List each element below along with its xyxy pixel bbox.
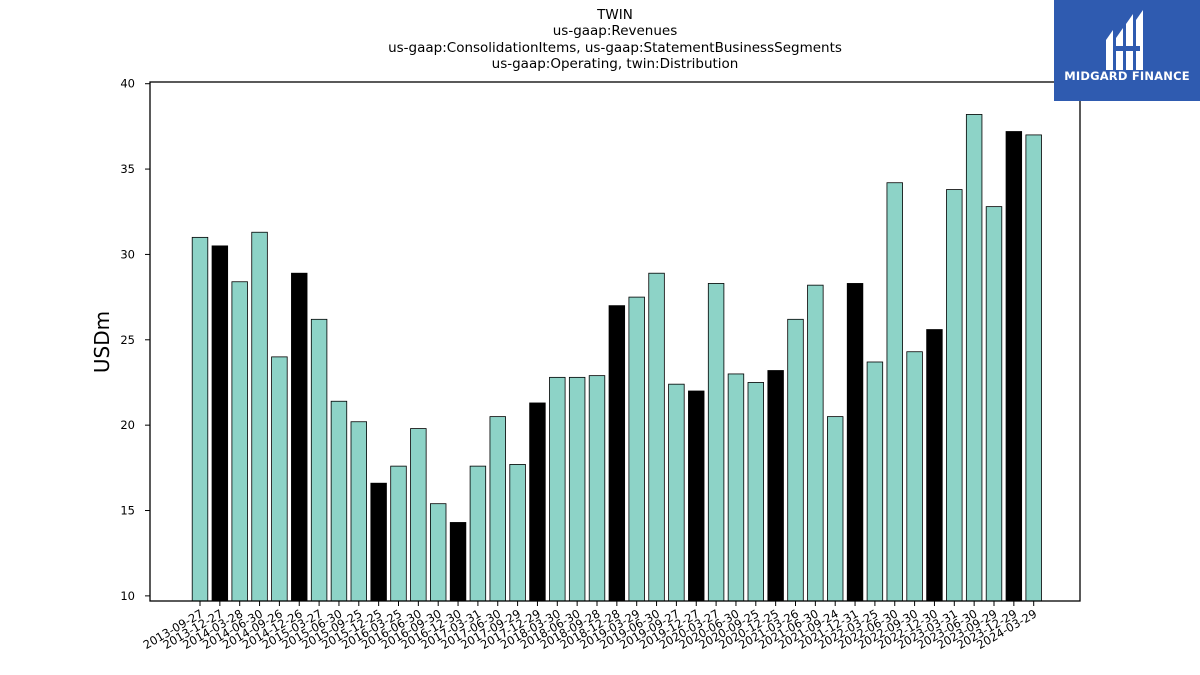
logo-text: MIDGARD FINANCE (1064, 69, 1190, 83)
bar-2014-09-26 (271, 356, 288, 602)
chart-title: TWIN us-gaap:Revenues us-gaap:Consolidat… (150, 7, 1080, 72)
bar-2015-03-27 (310, 318, 328, 602)
bar-2020-12-25 (767, 370, 784, 602)
bar-2017-03-31 (469, 465, 487, 602)
y-tick-label: 20 (120, 418, 135, 432)
y-tick-label: 35 (120, 162, 135, 176)
bar-2023-12-29 (1005, 131, 1023, 602)
title-line-4: us-gaap:Operating, twin:Distribution (491, 55, 739, 72)
bar-2016-03-25 (390, 465, 407, 602)
bar-2017-09-29 (509, 464, 526, 602)
bar-2023-06-30 (965, 114, 983, 602)
bar-2020-03-27 (707, 283, 725, 602)
bar-2018-09-28 (588, 375, 606, 602)
bar-2017-06-30 (489, 416, 506, 602)
bar-2022-12-30 (926, 329, 943, 602)
bar-2016-12-30 (449, 522, 467, 602)
bar-2022-09-30 (906, 351, 923, 602)
bar-2021-09-24 (827, 416, 844, 602)
y-tick-label: 15 (120, 504, 135, 518)
bar-2016-06-30 (410, 428, 427, 602)
bar-2016-09-30 (429, 503, 447, 602)
bar-2020-06-30 (727, 373, 745, 602)
title-line-2: us-gaap:Revenues (552, 23, 678, 40)
bar-2023-03-31 (946, 189, 963, 602)
bar-2018-12-28 (608, 305, 626, 602)
bar-2022-03-25 (866, 361, 884, 602)
plot-frame (149, 81, 1081, 602)
bar-2020-09-25 (747, 382, 765, 602)
bar-2022-06-30 (886, 182, 903, 602)
bar-2019-03-29 (628, 296, 645, 602)
bar-2021-03-26 (787, 318, 804, 602)
bar-2021-12-31 (846, 283, 864, 602)
bar-2018-03-30 (549, 376, 566, 602)
bars-group (191, 114, 1042, 602)
bar-2013-12-27 (211, 245, 229, 602)
title-line-1: TWIN (597, 7, 633, 23)
bar-2015-06-30 (330, 400, 348, 602)
bar-2015-12-25 (370, 482, 387, 602)
y-axis-label: USDm (90, 311, 114, 373)
bar-2014-06-30 (251, 231, 268, 602)
bar-2021-06-30 (807, 284, 824, 602)
midgard-finance-logo: MIDGARD FINANCE (1054, 0, 1200, 101)
bar-2015-09-25 (350, 421, 368, 602)
bar-2019-12-27 (688, 390, 705, 602)
bar-2024-03-29 (1025, 134, 1042, 602)
bar-2023-09-29 (985, 206, 1003, 602)
y-tick-label: 30 (120, 247, 135, 261)
bar-2014-03-28 (231, 281, 248, 602)
bar-2018-06-30 (568, 376, 586, 602)
y-tick-label: 25 (120, 333, 135, 347)
bar-2014-12-26 (291, 272, 308, 602)
x-axis: 2013-09-272013-12-272014-03-282014-06-30… (141, 601, 1039, 652)
y-tick-label: 40 (120, 77, 135, 91)
y-tick-label: 10 (120, 589, 135, 603)
bar-2019-09-27 (668, 383, 685, 602)
bar-2019-06-30 (648, 272, 665, 602)
y-axis: 10 15 20 25 30 35 40 (120, 77, 150, 603)
bar-2017-12-29 (529, 402, 546, 602)
bar-2013-09-27 (191, 236, 209, 602)
midgard-logo-icon (1106, 10, 1143, 70)
title-line-3: us-gaap:ConsolidationItems, us-gaap:Stat… (388, 39, 842, 56)
